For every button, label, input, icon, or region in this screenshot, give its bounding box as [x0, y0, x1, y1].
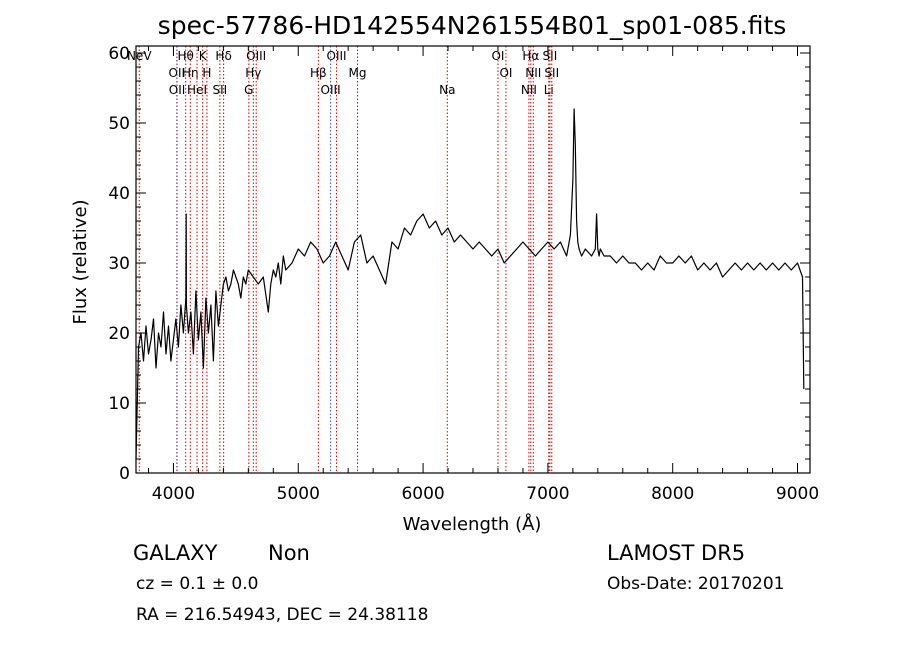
- spectrum-line: [135, 108, 805, 460]
- x-tick-label: 6000: [401, 484, 444, 504]
- line-marker-label: K: [199, 49, 208, 63]
- line-marker-label: H: [202, 66, 211, 80]
- x-tick-label: 9000: [776, 484, 819, 504]
- line-marker-label: Hγ: [245, 66, 261, 80]
- line-marker-label: Hθ: [177, 49, 193, 63]
- line-marker-label: SII: [543, 49, 558, 63]
- chart-title: spec-57786-HD142554N261554B01_sp01-085.f…: [158, 11, 787, 40]
- axes: 4000 5000 6000 7000 8000 9000 0 10 20 30 40 50 60: [108, 44, 819, 504]
- line-marker-label: OIII: [327, 49, 347, 63]
- obs-date: Obs-Date: 20170201: [607, 574, 784, 594]
- cz-value: cz = 0.1 ± 0.0: [136, 574, 258, 594]
- y-axis-label: Flux (relative): [70, 199, 91, 324]
- coordinates: RA = 216.54943, DEC = 24.38118: [136, 605, 428, 625]
- line-marker-label: Li: [544, 83, 554, 97]
- x-tick-label: 7000: [526, 484, 569, 504]
- line-marker-label: OIII: [246, 49, 266, 63]
- line-marker-label: NeV: [127, 49, 152, 63]
- line-marker-label: NII: [525, 66, 541, 80]
- line-marker-label: Hα: [522, 49, 539, 63]
- line-marker-label: Na: [439, 83, 455, 97]
- y-tick-label: 20: [108, 324, 130, 344]
- x-tick-label: 4000: [152, 484, 195, 504]
- subclass-label: Non: [268, 541, 310, 565]
- class-label: GALAXY: [133, 541, 218, 565]
- x-tick-label: 8000: [651, 484, 694, 504]
- line-marker-label: OI: [499, 66, 512, 80]
- line-marker-label: Hβ: [310, 66, 327, 80]
- y-tick-label: 60: [108, 44, 130, 64]
- line-marker-label: OI: [491, 49, 504, 63]
- line-marker-label: Hη: [182, 66, 199, 80]
- line-marker-label: G: [244, 83, 253, 97]
- line-marker-label: HeI: [187, 83, 207, 97]
- y-tick-label: 50: [108, 114, 130, 134]
- line-marker-label: Mg: [349, 66, 367, 80]
- x-tick-label: 5000: [277, 484, 320, 504]
- y-tick-label: 0: [119, 464, 130, 484]
- survey-label: LAMOST DR5: [607, 541, 745, 565]
- line-markers: NeVOIIOIIHθHηHeIKHSIIHδHγGOIIIHβOIIIOIII…: [127, 46, 559, 473]
- line-marker-label: OIII: [321, 83, 341, 97]
- x-axis-label: Wavelength (Å): [403, 513, 542, 535]
- line-marker-label: NII: [521, 83, 537, 97]
- plot-frame: [135, 45, 811, 474]
- line-marker-label: Hδ: [215, 49, 231, 63]
- line-marker-label: SII: [213, 83, 228, 97]
- line-marker-label: OII: [169, 83, 186, 97]
- y-tick-label: 30: [108, 254, 130, 274]
- line-marker-label: SII: [544, 66, 559, 80]
- series-layer: [135, 108, 805, 460]
- line-marker-label: OII: [169, 66, 186, 80]
- y-tick-label: 40: [108, 184, 130, 204]
- y-tick-label: 10: [108, 394, 130, 414]
